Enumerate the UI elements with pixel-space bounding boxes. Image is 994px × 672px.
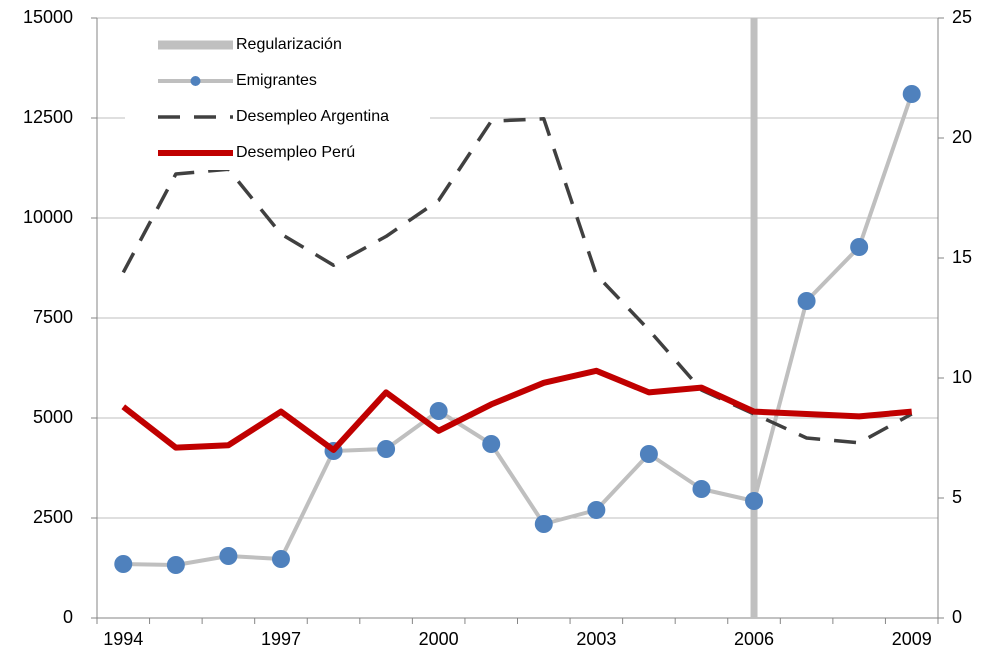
data-point bbox=[902, 85, 921, 103]
data-point bbox=[745, 492, 764, 510]
y-tick-label: 7500 bbox=[33, 307, 73, 327]
data-point bbox=[114, 555, 133, 573]
y-tick-label: 10000 bbox=[23, 207, 73, 227]
series-line bbox=[121, 367, 912, 453]
data-point bbox=[587, 501, 606, 519]
regularization-bar bbox=[750, 18, 758, 618]
data-point bbox=[639, 445, 658, 463]
x-tick-label: 1997 bbox=[261, 629, 301, 649]
x-tick-label: 2006 bbox=[734, 629, 774, 649]
series-line bbox=[121, 117, 913, 445]
y-tick-label: 12500 bbox=[23, 107, 73, 127]
y-tick-label: 5000 bbox=[33, 407, 73, 427]
legend-label: Emigrantes bbox=[236, 72, 317, 89]
data-point bbox=[692, 480, 711, 498]
legend-label: Regularización bbox=[236, 36, 342, 53]
legend-label: Desempleo Argentina bbox=[236, 108, 389, 125]
y-tick-label: 15000 bbox=[23, 7, 73, 27]
legend-marker bbox=[190, 76, 201, 86]
series-line bbox=[123, 93, 914, 567]
y-tick-label: 2500 bbox=[33, 507, 73, 527]
y2-tick-label: 5 bbox=[952, 487, 962, 507]
y-tick-label: 0 bbox=[63, 607, 73, 627]
y2-tick-label: 15 bbox=[952, 247, 972, 267]
x-tick-label: 2009 bbox=[892, 629, 932, 649]
y2-tick-label: 20 bbox=[952, 127, 972, 147]
data-point bbox=[166, 556, 185, 574]
data-point bbox=[377, 440, 396, 458]
data-point bbox=[271, 550, 290, 568]
data-point bbox=[429, 402, 448, 420]
x-tick-label: 2000 bbox=[419, 629, 459, 649]
y2-tick-label: 25 bbox=[952, 7, 972, 27]
data-point bbox=[482, 435, 501, 453]
data-point bbox=[850, 238, 869, 256]
data-point bbox=[219, 547, 238, 565]
x-tick-label: 2003 bbox=[576, 629, 616, 649]
data-point bbox=[534, 515, 553, 533]
x-tick-label: 1994 bbox=[103, 629, 143, 649]
legend-label: Desempleo Perú bbox=[236, 144, 355, 161]
y2-tick-label: 0 bbox=[952, 607, 962, 627]
data-point bbox=[797, 292, 816, 310]
y2-tick-label: 10 bbox=[952, 367, 972, 387]
